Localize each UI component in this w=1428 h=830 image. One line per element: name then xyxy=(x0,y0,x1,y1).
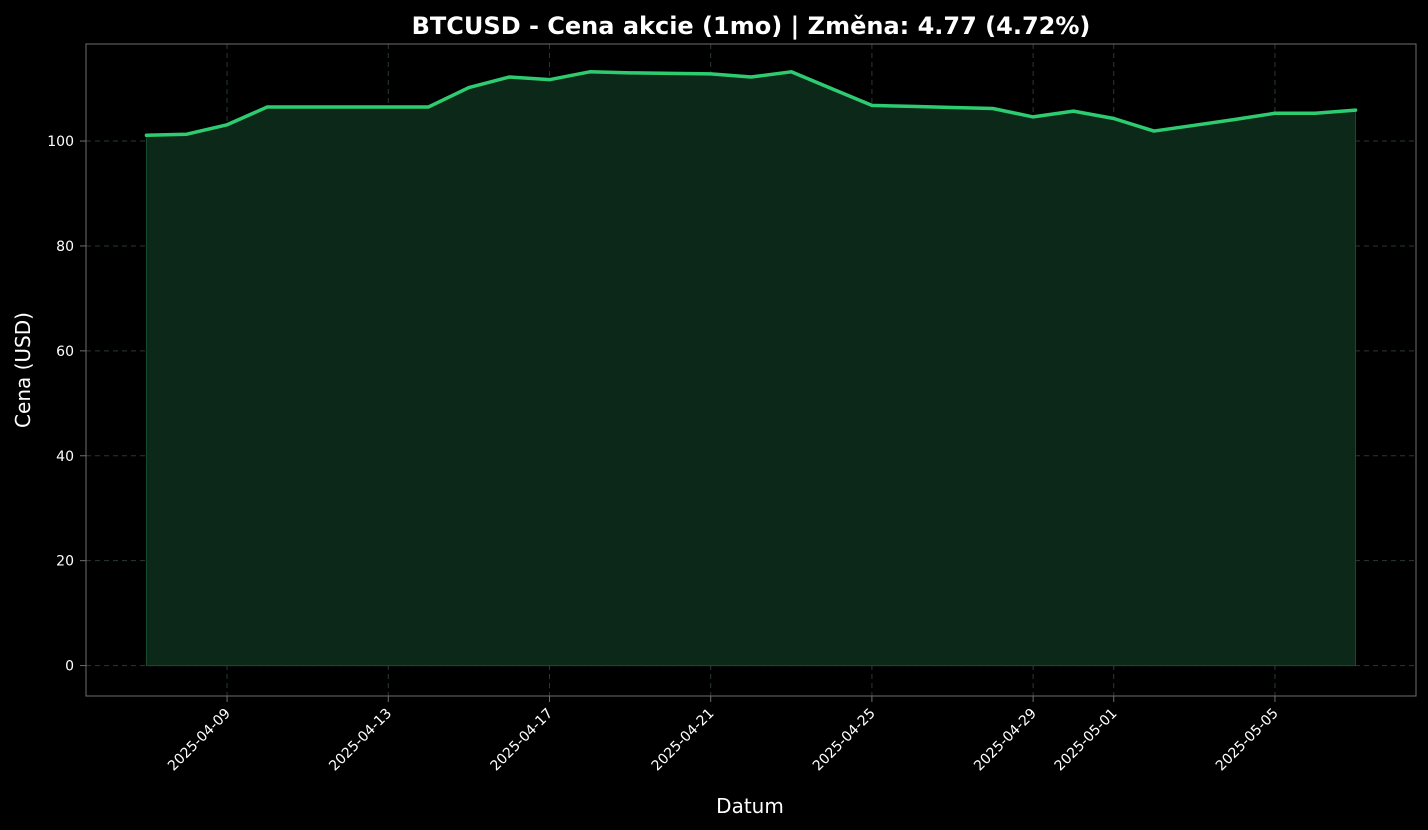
x-axis-label: Datum xyxy=(716,794,784,818)
y-tick-label: 60 xyxy=(56,344,74,360)
series-group xyxy=(144,70,1358,667)
plot-frame xyxy=(85,43,1417,697)
price-line xyxy=(144,70,1358,138)
y-axis-label: Cena (USD) xyxy=(11,312,35,428)
y-tick-label: 80 xyxy=(56,239,74,255)
y-tick-label: 100 xyxy=(47,134,74,150)
y-tick-label: 40 xyxy=(56,449,74,465)
price-area-fill xyxy=(145,71,1357,667)
chart-title: BTCUSD - Cena akcie (1mo) | Změna: 4.77 … xyxy=(412,12,1091,40)
y-tick-label: 20 xyxy=(56,554,74,570)
y-tick-label: 0 xyxy=(65,659,74,675)
